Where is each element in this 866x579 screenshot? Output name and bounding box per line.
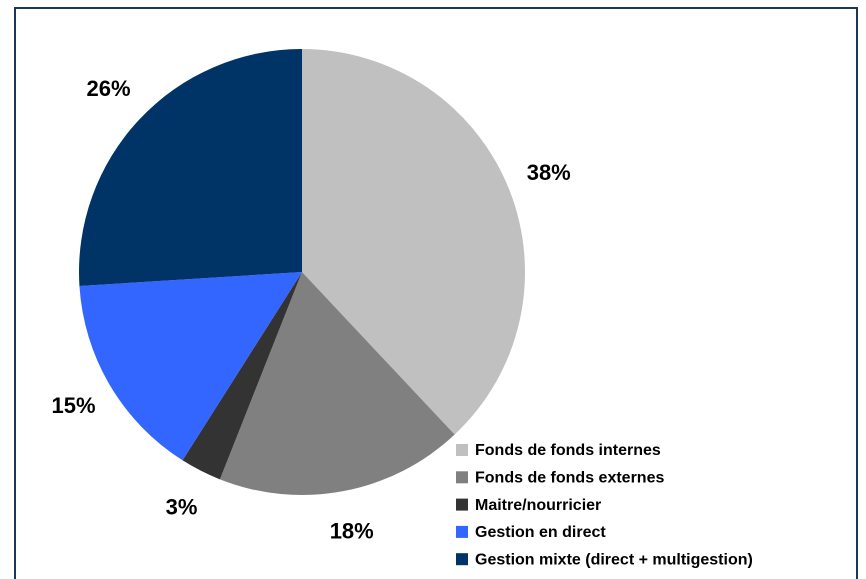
data-label: 38% [527,160,571,185]
legend-swatch [456,444,468,456]
legend-label: Gestion en direct [475,524,606,541]
legend-label: Fonds de fonds internes [475,442,661,459]
legend-label: Gestion mixte (direct + multigestion) [475,551,753,568]
data-label: 15% [52,393,96,418]
pie-slice [79,49,302,287]
legend-swatch [456,471,468,484]
pie-slice [302,49,525,435]
data-label: 26% [87,76,131,101]
legend-swatch [456,525,468,538]
legend-label: Maitre/nourricier [475,497,601,514]
pie-slice [182,272,302,480]
legend-swatch [456,553,468,566]
legend-label: Fonds de fonds externes [475,470,664,487]
legend-swatch [456,498,468,511]
pie-slice [219,272,455,495]
data-label: 3% [166,494,198,519]
data-label: 18% [330,518,374,543]
pie-slice [79,272,303,461]
